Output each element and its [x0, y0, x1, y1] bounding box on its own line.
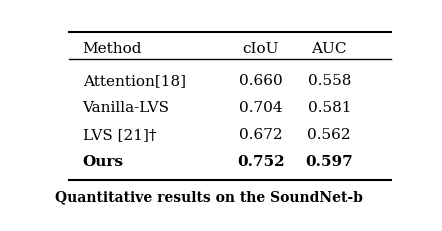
Text: Vanilla-LVS: Vanilla-LVS	[83, 101, 170, 115]
Text: AUC: AUC	[312, 42, 347, 56]
Text: 0.562: 0.562	[308, 128, 351, 141]
Text: 0.752: 0.752	[237, 154, 285, 168]
Text: 0.704: 0.704	[239, 101, 282, 115]
Text: Ours: Ours	[83, 154, 124, 168]
Text: Method: Method	[83, 42, 142, 56]
Text: 0.660: 0.660	[239, 74, 282, 88]
Text: 0.581: 0.581	[308, 101, 351, 115]
Text: 0.558: 0.558	[308, 74, 351, 88]
Text: 0.672: 0.672	[239, 128, 282, 141]
Text: Quantitative results on the SoundNet-b: Quantitative results on the SoundNet-b	[55, 190, 363, 204]
Text: 0.597: 0.597	[305, 154, 353, 168]
Text: Attention[18]: Attention[18]	[83, 74, 186, 88]
Text: cIoU: cIoU	[243, 42, 279, 56]
Text: LVS [21]†: LVS [21]†	[83, 128, 156, 141]
